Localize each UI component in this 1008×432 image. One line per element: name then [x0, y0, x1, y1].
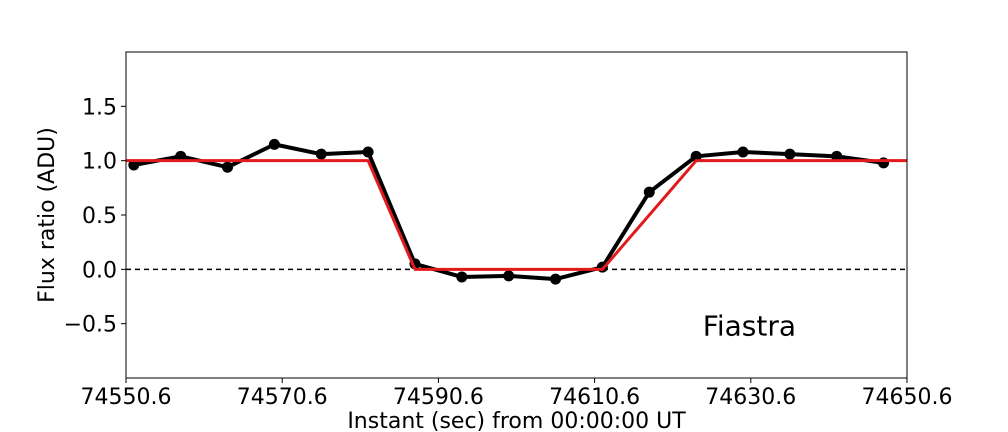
data-point: [456, 271, 468, 283]
data-point: [550, 273, 562, 285]
y-axis-label: Flux ratio (ADU): [35, 127, 60, 303]
x-tick-label: 74550.6: [81, 385, 172, 410]
data-point: [831, 150, 843, 162]
data-point: [737, 146, 749, 158]
y-tick-label: 0.0: [82, 258, 117, 283]
annotation-label: Fiastra: [703, 310, 796, 343]
model-series-line: [126, 159, 907, 271]
y-tick-label: −0.5: [64, 313, 117, 338]
data-point: [128, 159, 140, 171]
data-point: [690, 150, 702, 162]
data-point: [784, 148, 796, 160]
data-point: [878, 157, 890, 169]
data-series-line: [133, 142, 884, 282]
y-tick-label: 1.0: [82, 150, 117, 175]
x-tick-label: 74610.6: [549, 385, 640, 410]
x-tick-label: 74630.6: [705, 385, 796, 410]
x-axis-label: Instant (sec) from 00:00:00 UT: [347, 409, 686, 432]
data-point: [222, 161, 234, 173]
plot-series-layer: [126, 138, 907, 285]
data-point: [503, 270, 515, 282]
data-point: [268, 138, 280, 150]
data-point: [643, 186, 655, 198]
data-point: [315, 148, 327, 160]
x-tick-label: 74650.6: [862, 385, 953, 410]
x-tick-label: 74590.6: [393, 385, 484, 410]
data-point: [362, 146, 374, 158]
data-point: [175, 150, 187, 162]
x-tick-label: 74570.6: [237, 385, 328, 410]
y-tick-label: 1.5: [82, 95, 117, 120]
axis-ticks: 74550.6 74570.6 74590.6 74610.6 74630.6 74650…: [64, 95, 953, 410]
y-tick-label: 0.5: [82, 204, 117, 229]
